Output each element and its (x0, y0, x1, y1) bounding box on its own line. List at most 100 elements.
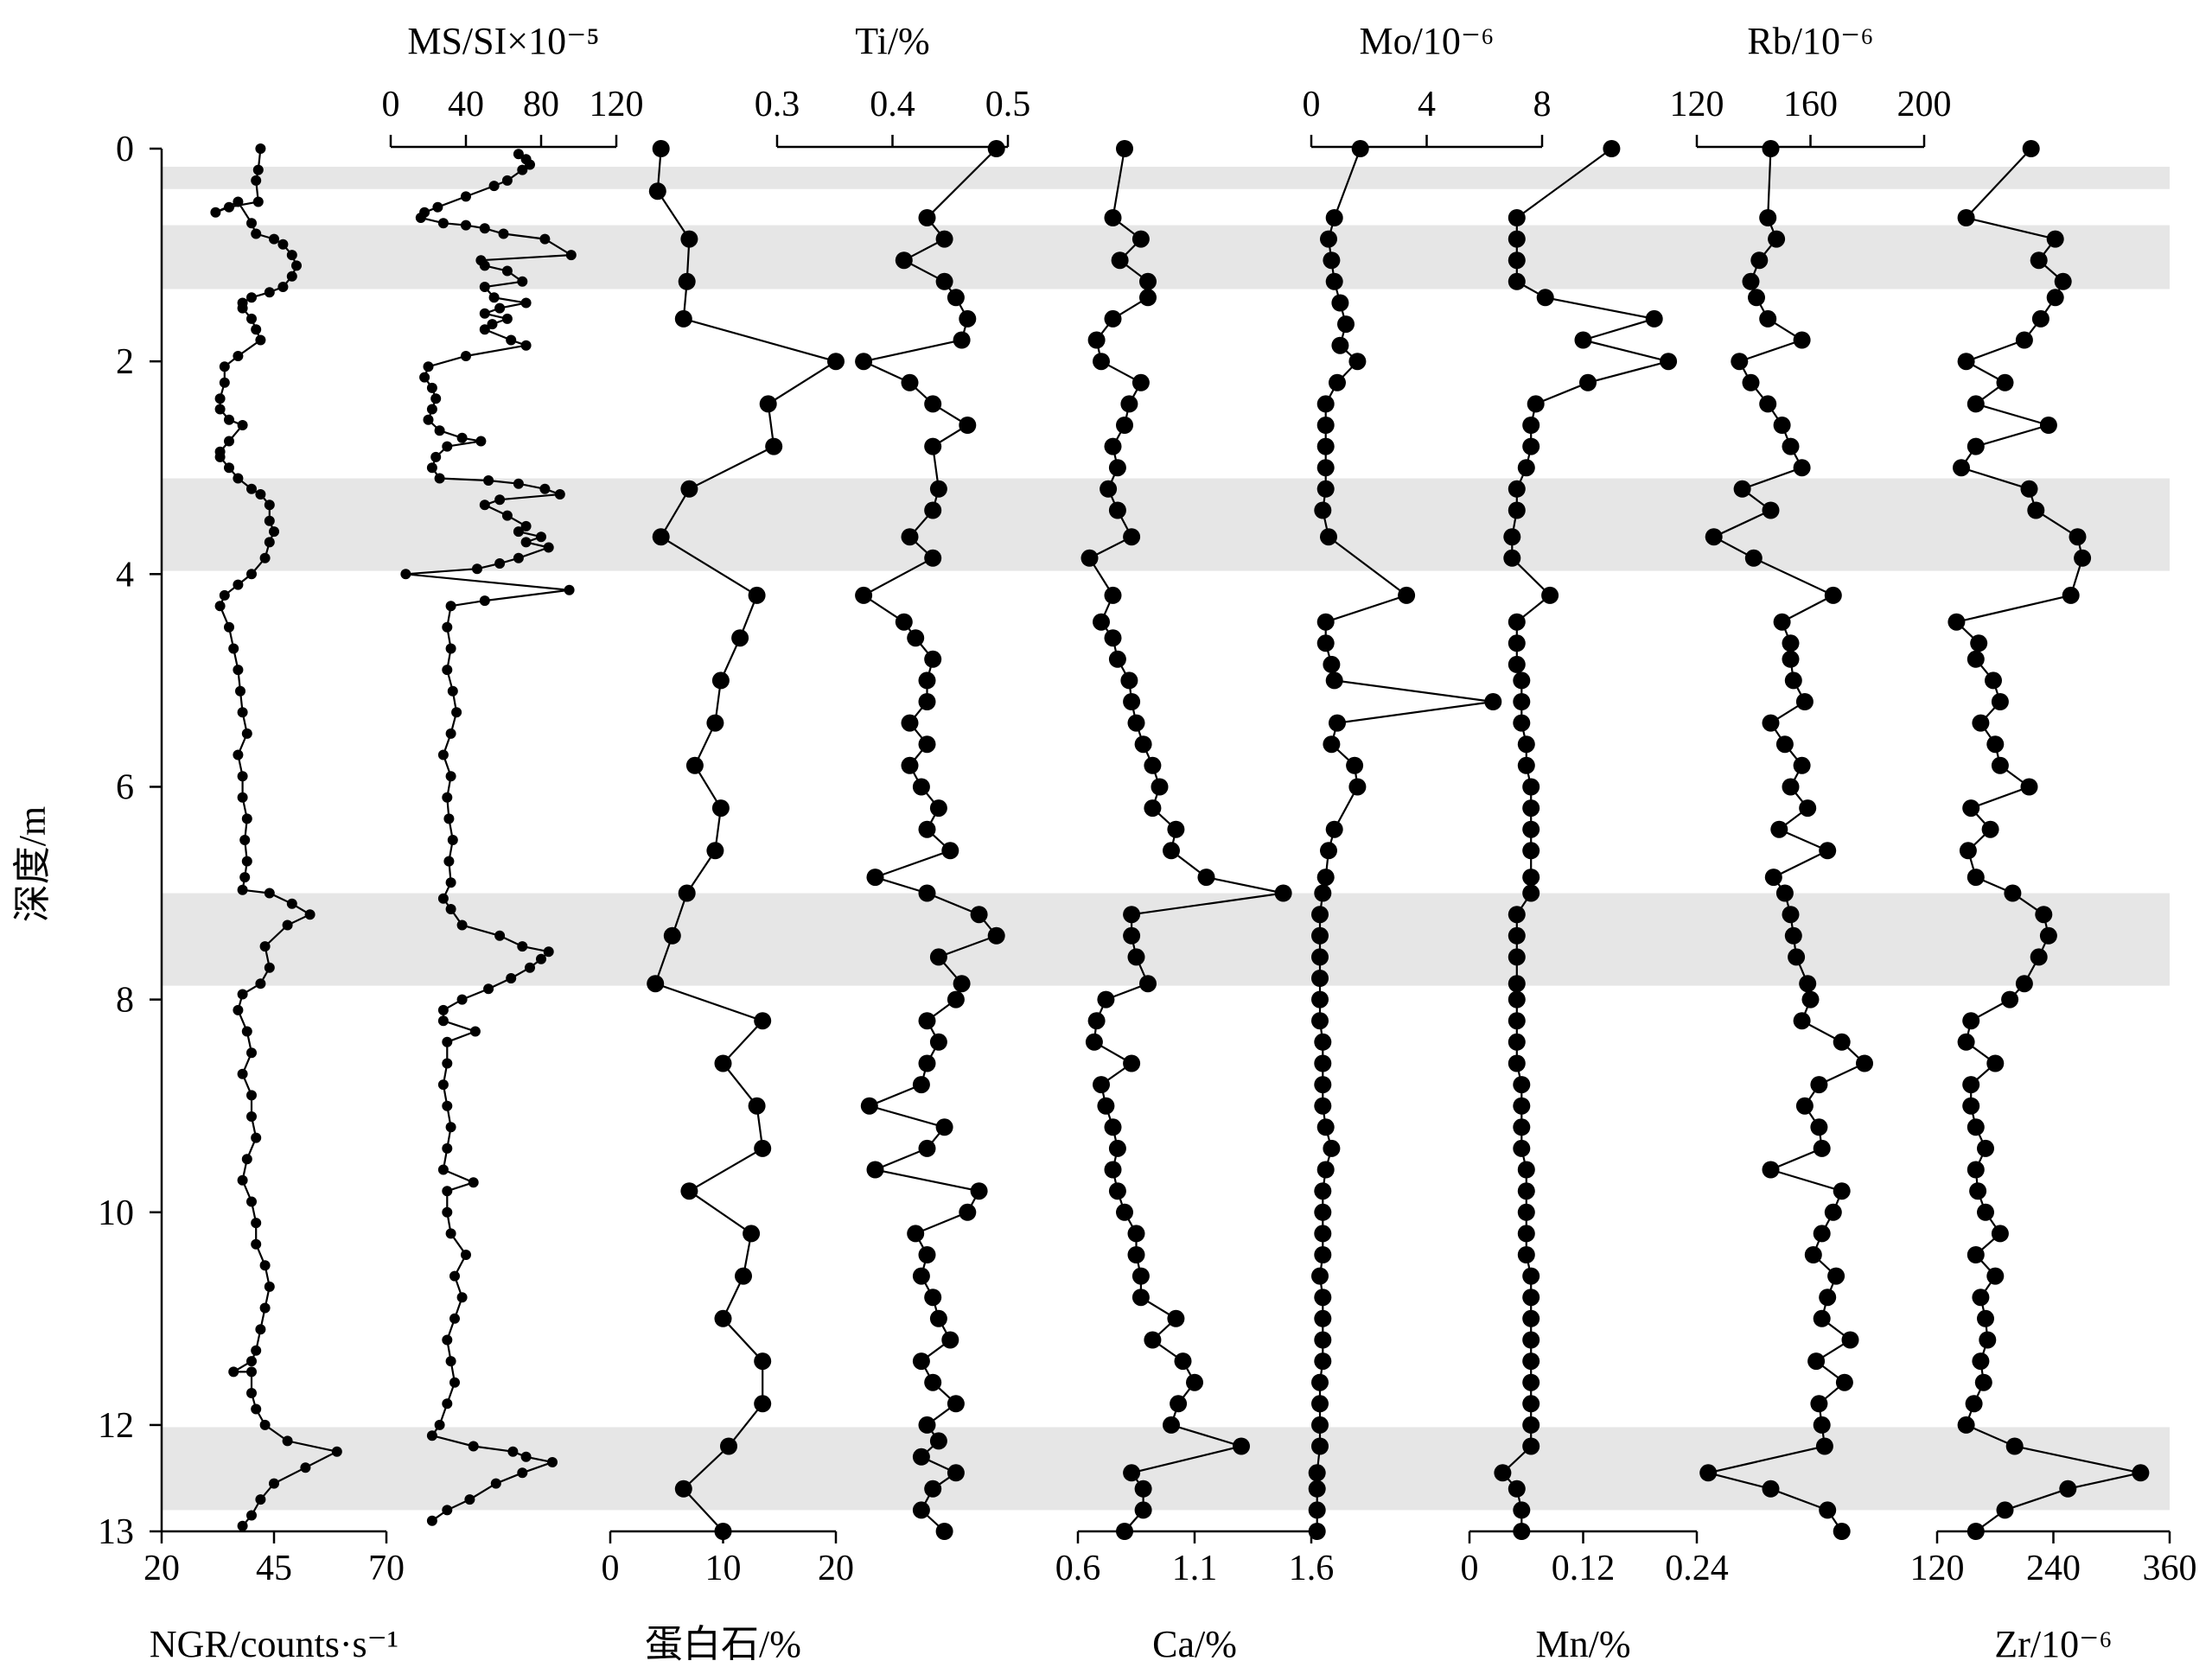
mo-data-point (1329, 714, 1346, 732)
ms-data-point (445, 643, 456, 654)
zr-data-point (1977, 1203, 1994, 1221)
ngr-data-point (224, 414, 234, 425)
ms-data-point (565, 250, 577, 261)
mo-tick-label: 4 (1418, 85, 1436, 124)
ms-data-point (520, 520, 532, 531)
mn-data-point (1522, 1289, 1540, 1307)
ngr-data-point (224, 462, 234, 474)
ngr-data-point (239, 835, 251, 845)
zr-data-point (1957, 1416, 1975, 1434)
ca-data-point (1134, 1480, 1152, 1498)
ngr-data-point (259, 1302, 271, 1314)
ca-data-point (1104, 1118, 1122, 1136)
ngr-tick-label: 70 (368, 1549, 405, 1588)
ca-data-point (1085, 1033, 1103, 1051)
ti-data-point (929, 1432, 947, 1450)
zr-tick-label: 240 (2026, 1549, 2081, 1588)
ms-data-point (520, 537, 532, 548)
mo-data-point (1311, 1395, 1329, 1413)
rb-data-point (1742, 373, 1760, 391)
rb-data-point (1762, 140, 1780, 157)
ca-data-point (1097, 1097, 1115, 1115)
rb-data-point (1759, 309, 1777, 328)
mo-data-point (1314, 501, 1332, 519)
rb-data-point (1782, 906, 1800, 924)
mo-data-point (1325, 209, 1343, 226)
mn-data-point (1508, 906, 1526, 924)
ngr-data-point (252, 196, 264, 207)
ms-data-point (442, 1036, 453, 1047)
ti-data-point (895, 251, 913, 270)
zr-data-point (2005, 1437, 2024, 1455)
zr-data-point (1986, 1267, 2005, 1285)
ti-data-point (855, 353, 873, 371)
ti-data-point (907, 1225, 925, 1243)
ngr-data-point (264, 1281, 275, 1292)
mn-data-point (1541, 586, 1559, 604)
zr-data-point (2062, 586, 2080, 604)
ms-data-point (445, 1356, 456, 1367)
panel-rb: 120 160 200 Rb/10⁻⁶ (1670, 20, 1952, 1540)
ms-data-point (442, 1058, 453, 1069)
mn-data-point (1522, 417, 1540, 434)
opal-data-point (711, 799, 730, 818)
ms-data-point (426, 462, 437, 474)
rb-data-point (1815, 1437, 1833, 1455)
ca-data-point (1116, 1523, 1133, 1540)
ca-data-point (1127, 1225, 1145, 1243)
depth-tick-label: 6 (116, 767, 134, 807)
mn-data-point (1522, 1416, 1540, 1434)
opal-data-point (711, 671, 730, 690)
ngr-data-point (237, 707, 248, 718)
rb-data-point (1705, 528, 1723, 546)
ms-data-point (419, 372, 430, 383)
ti-data-point (901, 756, 919, 774)
rb-data-point (1819, 842, 1837, 860)
ngr-data-point (251, 228, 262, 239)
zr-data-point (2001, 990, 2019, 1009)
ti-data-point (918, 209, 936, 226)
mo-data-point (1311, 1012, 1329, 1030)
mn-data-point (1522, 1352, 1540, 1371)
ngr-data-point (277, 282, 289, 292)
zr-data-point (1967, 1246, 1985, 1263)
opal-data-point (674, 1480, 692, 1498)
mn-data-point (1645, 309, 1663, 328)
ms-data-point (483, 983, 494, 995)
rb-data-point (1759, 209, 1777, 226)
ngr-data-point (219, 377, 230, 388)
rb-data-point (1810, 1076, 1828, 1094)
mn-data-point (1522, 1373, 1540, 1391)
mn-data-point (1513, 1523, 1531, 1540)
mo-data-point (1323, 655, 1341, 673)
ca-data-point (1104, 1161, 1122, 1179)
ti-data-point (918, 693, 936, 710)
mn-data-point (1508, 1012, 1526, 1030)
mo-data-point (1337, 315, 1355, 334)
mo-data-point (1308, 1464, 1326, 1482)
opal-tick-label: 10 (705, 1549, 742, 1588)
opal-data-point (706, 842, 724, 860)
rb-data-point (1764, 869, 1782, 887)
rb-data-point (1762, 501, 1780, 519)
opal-data-point (731, 629, 749, 647)
zr-data-point (2027, 501, 2045, 519)
ca-data-point (1104, 586, 1122, 604)
mn-data-point (1508, 613, 1526, 631)
ca-data-point (1127, 948, 1145, 966)
ngr-data-point (241, 728, 252, 739)
ms-data-point (517, 276, 528, 287)
ngr-data-point (291, 260, 302, 271)
ms-data-point (501, 510, 513, 521)
ngr-data-point (246, 313, 257, 324)
ngr-data-point (214, 393, 226, 404)
mn-data-point (1574, 331, 1592, 349)
rb-data-point (1813, 1225, 1831, 1243)
mn-data-point (1517, 1203, 1535, 1221)
ca-data-point (1123, 1054, 1141, 1072)
ms-data-point (445, 728, 456, 739)
ca-data-point (1093, 613, 1110, 631)
mo-data-point (1316, 417, 1335, 434)
ca-data-point (1123, 926, 1141, 945)
